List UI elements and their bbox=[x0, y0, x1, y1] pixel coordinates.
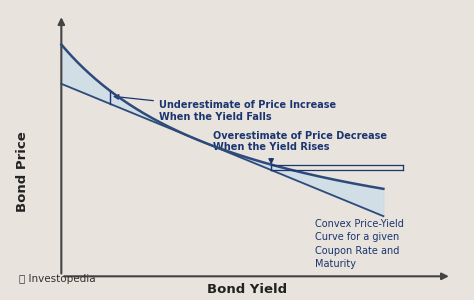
Text: Bond Price: Bond Price bbox=[16, 132, 29, 212]
Text: Underestimate of Price Increase
When the Yield Falls: Underestimate of Price Increase When the… bbox=[114, 95, 336, 122]
Text: Ⓢ Investopedia: Ⓢ Investopedia bbox=[19, 274, 96, 284]
Text: Bond Yield: Bond Yield bbox=[207, 283, 287, 296]
Text: Convex Price-Yield
Curve for a given
Coupon Rate and
Maturity: Convex Price-Yield Curve for a given Cou… bbox=[315, 219, 404, 269]
Text: Overestimate of Price Decrease
When the Yield Rises: Overestimate of Price Decrease When the … bbox=[213, 130, 387, 163]
